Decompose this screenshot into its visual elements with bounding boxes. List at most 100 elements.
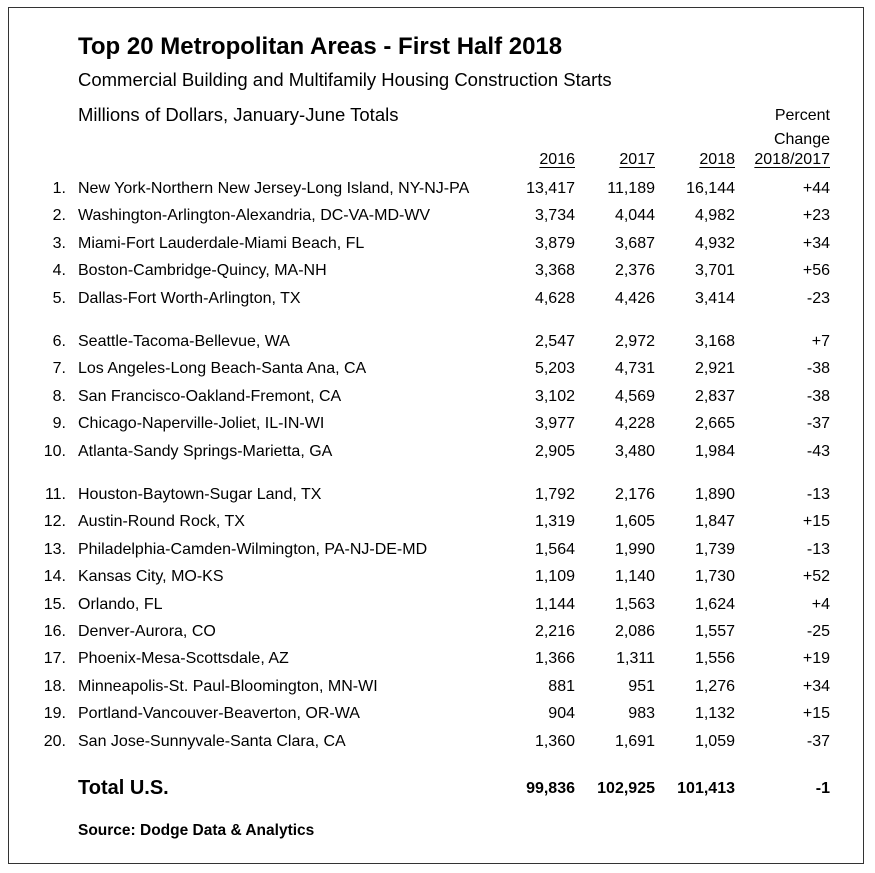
metro-name: San Jose-Sunnyvale-Santa Clara, CA	[78, 732, 346, 750]
value-2017: 4,228	[614, 415, 655, 433]
metro-name: Miami-Fort Lauderdale-Miami Beach, FL	[78, 234, 365, 252]
value-2016: 3,102	[534, 387, 575, 405]
value-2017: 2,086	[614, 623, 655, 640]
value-2016: 4,628	[534, 289, 575, 307]
value-2016: 904	[548, 705, 575, 723]
row-rank: 19.	[43, 705, 66, 723]
value-2017: 4,731	[614, 360, 655, 378]
value-2018: 1,059	[694, 732, 735, 750]
page-title: Top 20 Metropolitan Areas - First Half 2…	[78, 33, 563, 60]
value-2016: 1,792	[534, 486, 575, 503]
header-percent: Percent	[774, 107, 830, 124]
metro-name: Washington-Arlington-Alexandria, DC-VA-M…	[78, 207, 431, 225]
value-2018: 1,739	[694, 540, 735, 558]
percent-change: -23	[806, 289, 830, 307]
row-rank: 4.	[52, 262, 66, 280]
value-2018: 1,557	[694, 623, 735, 640]
value-2018: 2,665	[694, 415, 735, 433]
value-2017: 4,044	[614, 207, 655, 225]
metro-name: Phoenix-Mesa-Scottsdale, AZ	[78, 650, 289, 668]
value-2016: 2,905	[534, 442, 575, 460]
percent-change: -13	[806, 486, 830, 503]
row-rank: 3.	[52, 234, 66, 252]
total-2018: 101,413	[677, 780, 735, 797]
table-row: 7. Los Angeles-Long Beach-Santa Ana, CA 5,…	[0, 357, 875, 381]
table-row: 2. Washington-Arlington-Alexandria, DC-VA…	[0, 204, 875, 228]
value-2017: 3,687	[614, 234, 655, 252]
metro-name: Kansas City, MO-KS	[78, 568, 224, 586]
metro-name: Philadelphia-Camden-Wilmington, PA-NJ-DE…	[78, 540, 428, 558]
percent-change: +34	[802, 677, 830, 695]
row-rank: 11.	[44, 486, 66, 503]
row-rank: 18.	[43, 677, 66, 695]
total-row: Total U.S. 99,836 102,925 101,413 -1	[0, 777, 875, 801]
row-rank: 6.	[52, 333, 66, 350]
value-2018: 3,701	[694, 262, 735, 280]
row-rank: 20.	[43, 732, 66, 750]
value-2016: 1,144	[534, 595, 575, 613]
metro-name: Orlando, FL	[78, 595, 163, 613]
value-2017: 1,311	[616, 650, 655, 668]
value-2017: 3,480	[614, 442, 655, 460]
table-row: 17. Phoenix-Mesa-Scottsdale, AZ 1,366 1,311…	[0, 647, 875, 671]
table-row: 10. Atlanta-Sandy Springs-Marietta, GA 2,9…	[0, 440, 875, 464]
value-2016: 1,366	[534, 650, 575, 668]
percent-change: +56	[802, 262, 830, 280]
header-2018: 2018	[699, 151, 735, 168]
source-note: Source: Dodge Data & Analytics	[78, 822, 315, 839]
row-rank: 5.	[52, 289, 66, 307]
row-rank: 9.	[52, 415, 66, 433]
value-2016: 881	[548, 677, 575, 695]
metro-name: Atlanta-Sandy Springs-Marietta, GA	[78, 442, 333, 460]
percent-change: +23	[802, 207, 830, 225]
metro-name: Boston-Cambridge-Quincy, MA-NH	[78, 262, 327, 280]
value-2018: 2,921	[694, 360, 735, 378]
value-2018: 2,837	[694, 387, 735, 405]
table-frame	[8, 7, 864, 864]
value-2017: 2,376	[614, 262, 655, 280]
value-2016: 2,547	[534, 333, 575, 350]
value-2017: 2,176	[614, 486, 655, 503]
value-2016: 2,216	[534, 623, 575, 640]
value-2017: 1,605	[614, 513, 655, 531]
table-row: 1. New York-Northern New Jersey-Long Isla…	[0, 177, 875, 201]
table-row: 20. San Jose-Sunnyvale-Santa Clara, CA 1,3…	[0, 730, 875, 754]
value-2018: 16,144	[686, 180, 735, 197]
percent-change: -25	[806, 623, 830, 640]
row-rank: 17.	[43, 650, 66, 668]
value-2018: 1,984	[694, 442, 735, 460]
metro-name: Portland-Vancouver-Beaverton, OR-WA	[78, 705, 360, 723]
metro-name: Denver-Aurora, CO	[78, 623, 216, 640]
row-rank: 12.	[43, 513, 66, 531]
table-row: 9. Chicago-Naperville-Joliet, IL-IN-WI 3,9…	[0, 412, 875, 436]
value-2016: 3,734	[534, 207, 575, 225]
value-2016: 3,977	[534, 415, 575, 433]
header-2016: 2016	[539, 151, 575, 168]
table-row: 8. San Francisco-Oakland-Fremont, CA 3,102…	[0, 385, 875, 409]
subtitle: Commercial Building and Multifamily Hous…	[78, 69, 612, 90]
table-row: 5. Dallas-Fort Worth-Arlington, TX 4,628 4,…	[0, 287, 875, 311]
total-2017: 102,925	[597, 780, 655, 797]
percent-change: +15	[802, 513, 830, 531]
table-row: 12. Austin-Round Rock, TX 1,319 1,605 1,847 +…	[0, 510, 875, 534]
value-2018: 1,276	[694, 677, 735, 695]
value-2016: 3,368	[534, 262, 575, 280]
value-2017: 1,691	[614, 732, 655, 750]
value-2017: 4,569	[614, 387, 655, 405]
row-rank: 7.	[52, 360, 66, 378]
header-change: Change	[773, 131, 830, 148]
value-2018: 1,556	[694, 650, 735, 668]
percent-change: +7	[811, 333, 830, 350]
table-row: 3. Miami-Fort Lauderdale-Miami Beach, FL 3…	[0, 232, 875, 256]
percent-change: +15	[802, 705, 830, 723]
value-2017: 11,189	[607, 180, 655, 197]
row-rank: 8.	[52, 387, 66, 405]
value-2017: 1,990	[614, 540, 655, 558]
value-2018: 4,932	[694, 234, 735, 252]
value-2016: 1,564	[534, 540, 575, 558]
total-2016: 99,836	[526, 780, 575, 797]
value-2018: 1,890	[694, 486, 735, 503]
metro-name: New York-Northern New Jersey-Long Island…	[78, 180, 470, 197]
value-2018: 1,730	[694, 568, 735, 586]
percent-change: +4	[811, 595, 830, 613]
